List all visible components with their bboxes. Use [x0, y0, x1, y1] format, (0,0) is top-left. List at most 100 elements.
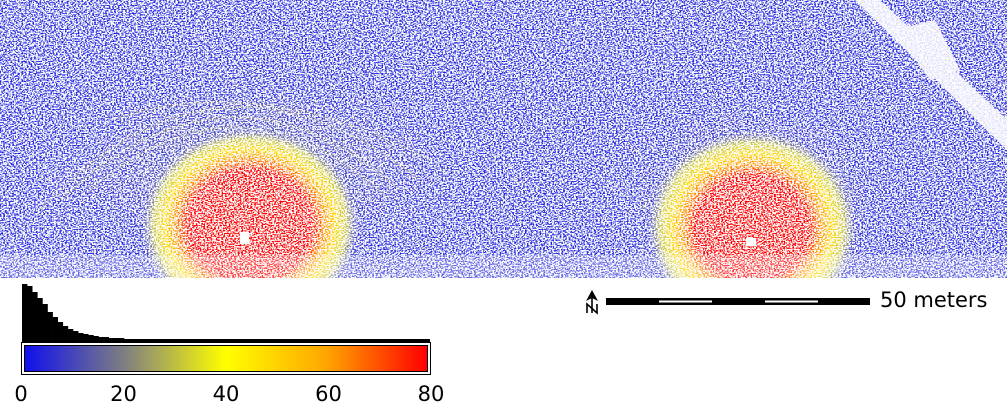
histogram-bar [404, 339, 410, 342]
histogram-bar [220, 339, 227, 342]
value-histogram [22, 284, 430, 342]
histogram-bar [205, 339, 211, 342]
histogram-bar [73, 331, 79, 342]
histogram-bar [190, 339, 196, 342]
histogram-bar [256, 339, 262, 342]
histogram-bar [154, 339, 160, 342]
histogram-bar [129, 339, 135, 342]
histogram-bar [22, 284, 28, 342]
histogram-bar [52, 317, 58, 342]
histogram-bar [287, 339, 293, 342]
histogram-bar [379, 339, 385, 342]
histogram-bar [312, 339, 319, 342]
histogram-bar [144, 339, 150, 342]
histogram-bar [241, 339, 247, 342]
histogram-bar [328, 339, 334, 342]
histogram-bar [271, 339, 278, 342]
scale-line [606, 298, 870, 305]
histogram-bar [149, 339, 155, 342]
histogram-bar [414, 339, 421, 342]
colorbar-tick-label: 20 [110, 382, 137, 406]
colorbar [24, 345, 428, 372]
histogram-bar [373, 339, 380, 342]
histogram-bar [57, 322, 64, 342]
histogram-bar [389, 339, 395, 342]
histogram-bar [47, 312, 53, 342]
histogram-bar [246, 339, 252, 342]
histogram-bar [42, 304, 48, 342]
histogram-bar [164, 339, 171, 342]
histogram-bar [399, 339, 405, 342]
colorbar-tick-label: 0 [14, 382, 28, 406]
histogram-bar [333, 339, 339, 342]
histogram-bar [103, 337, 109, 342]
histogram-bar [88, 335, 94, 342]
histogram-bar [118, 338, 125, 342]
histogram-bar [297, 339, 303, 342]
histogram-bar [307, 339, 313, 342]
diagonal-gap [855, 0, 1007, 150]
histogram-bar [317, 339, 324, 342]
histogram-bar [27, 286, 33, 342]
histogram-bar [67, 329, 74, 342]
histogram-bar [175, 339, 181, 342]
histogram-bar [226, 339, 232, 342]
histogram-bar [343, 339, 349, 342]
histogram-bar [353, 339, 359, 342]
north-arrow-icon [586, 290, 598, 315]
histogram-bar [78, 333, 84, 342]
histogram-bar [292, 339, 298, 342]
histogram-bar [159, 339, 166, 342]
histogram-bar [134, 339, 140, 342]
histogram-bar [195, 339, 201, 342]
colorbar-tick-label: 40 [212, 382, 240, 406]
colorbar-tick-label: 80 [417, 382, 445, 406]
histogram-bar [139, 339, 145, 342]
colorbar-tick-label: 60 [315, 382, 342, 406]
histogram-bar [251, 339, 257, 342]
histogram-bar [302, 339, 308, 342]
sensor-marker-right [746, 238, 756, 246]
histogram-bar [424, 339, 430, 342]
histogram-bar [83, 334, 89, 342]
heatmap-map[interactable] [0, 0, 1007, 278]
heatmap-canvas [0, 0, 1007, 278]
scale-label: 50 meters [880, 288, 988, 312]
histogram-bar [384, 339, 390, 342]
histogram-bar [322, 339, 329, 342]
nodata-speckle [0, 0, 1007, 278]
histogram-bar [338, 339, 344, 342]
histogram-bar [210, 339, 217, 342]
histogram-bar [215, 339, 222, 342]
histogram-bar [394, 339, 400, 342]
histogram-bar [98, 337, 104, 342]
histogram-bar [409, 339, 415, 342]
histogram-bar [185, 339, 191, 342]
histogram-bar [363, 339, 370, 342]
histogram-bar [261, 339, 268, 342]
histogram-bar [368, 339, 375, 342]
histogram-bar [200, 339, 206, 342]
colorbar-frame [21, 342, 431, 375]
histogram-bar [37, 298, 43, 342]
histogram-bar [419, 339, 426, 342]
histogram-bar [93, 336, 99, 342]
bottom-fade [0, 255, 1007, 278]
histogram-bar [266, 339, 273, 342]
histogram-bar [108, 338, 115, 342]
histogram-bar [180, 339, 186, 342]
histogram-bar [124, 339, 130, 342]
histogram-bar [231, 339, 237, 342]
histogram-bar [169, 339, 176, 342]
histogram-bar [358, 339, 364, 342]
histogram-bar [32, 292, 38, 342]
scale-bar: 50 meters [580, 287, 1000, 317]
legend: 0 20 40 60 80 [0, 278, 450, 406]
histogram-bar [348, 339, 354, 342]
histogram-bar [62, 326, 69, 342]
histogram-bar [113, 338, 120, 342]
histogram-bar [277, 339, 283, 342]
histogram-bar [236, 339, 242, 342]
sensor-marker-left [240, 232, 249, 244]
histogram-bar [282, 339, 288, 342]
